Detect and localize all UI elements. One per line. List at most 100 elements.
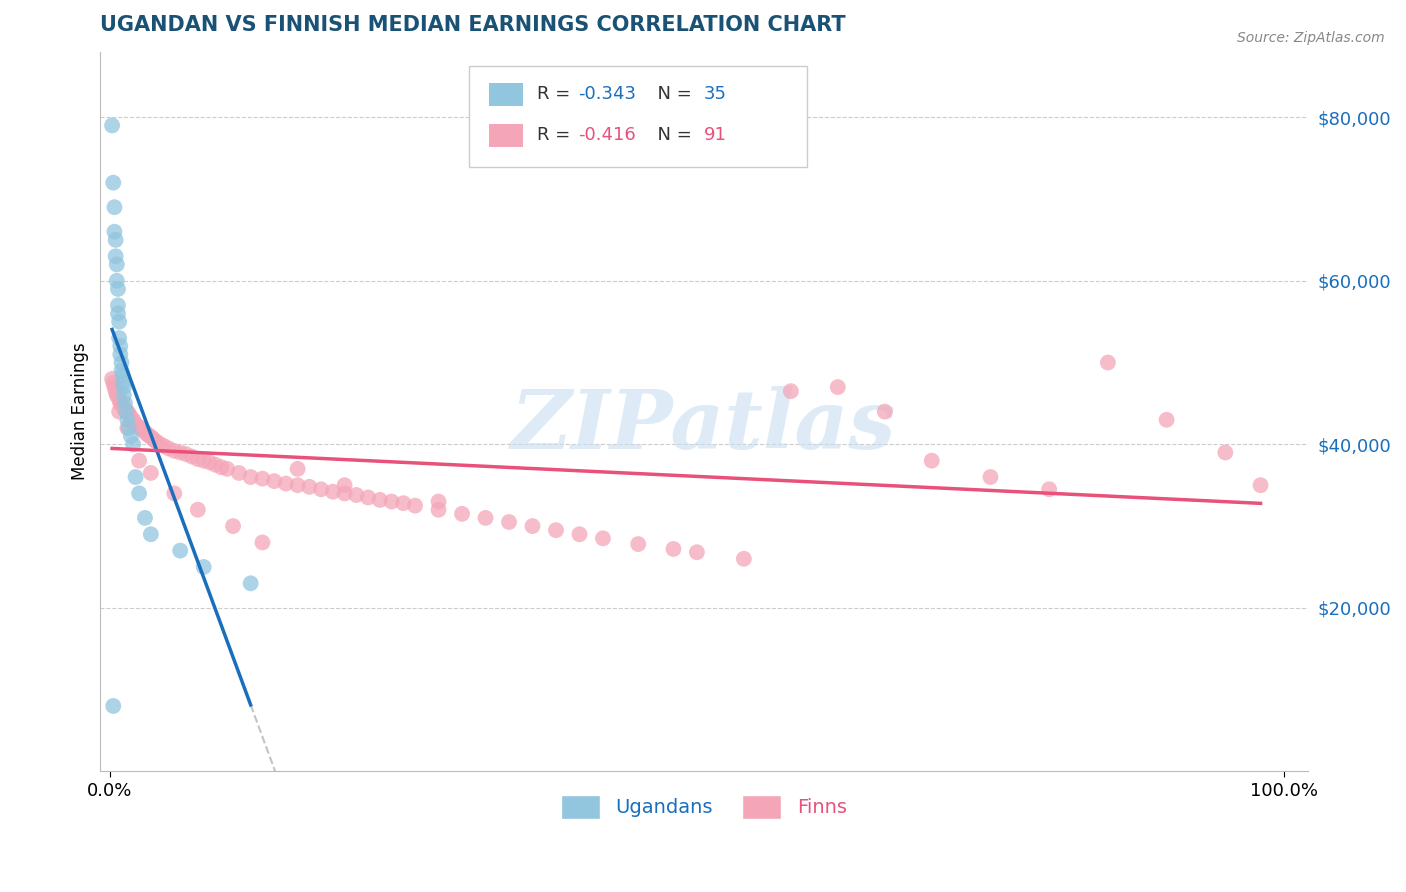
Point bbox=[333, 486, 356, 500]
Point bbox=[117, 413, 139, 427]
Point bbox=[117, 404, 139, 418]
Point bbox=[1097, 355, 1119, 369]
Point bbox=[117, 421, 139, 435]
Point bbox=[169, 543, 191, 558]
Point bbox=[121, 413, 143, 427]
Point bbox=[110, 396, 132, 410]
Point bbox=[627, 537, 650, 551]
Point bbox=[107, 388, 129, 402]
Point bbox=[1213, 445, 1236, 459]
Point bbox=[1038, 483, 1060, 497]
Point bbox=[112, 380, 135, 394]
Text: UGANDAN VS FINNISH MEDIAN EARNINGS CORRELATION CHART: UGANDAN VS FINNISH MEDIAN EARNINGS CORRE… bbox=[100, 15, 846, 35]
Text: -0.416: -0.416 bbox=[578, 127, 636, 145]
Point bbox=[108, 315, 131, 329]
Y-axis label: Median Earnings: Median Earnings bbox=[72, 343, 89, 481]
FancyBboxPatch shape bbox=[489, 83, 523, 106]
Point bbox=[322, 484, 344, 499]
Point bbox=[357, 491, 380, 505]
Point bbox=[228, 466, 250, 480]
Point bbox=[105, 274, 128, 288]
FancyBboxPatch shape bbox=[468, 66, 807, 167]
Point bbox=[120, 411, 142, 425]
Point bbox=[117, 406, 139, 420]
Point bbox=[979, 470, 1001, 484]
Point bbox=[239, 576, 262, 591]
Point bbox=[103, 380, 125, 394]
Point bbox=[103, 376, 125, 390]
Point bbox=[128, 453, 150, 467]
Text: ZIPatlas: ZIPatlas bbox=[512, 386, 897, 466]
Point bbox=[110, 339, 132, 353]
Point bbox=[131, 423, 153, 437]
Point bbox=[163, 486, 186, 500]
Point bbox=[141, 431, 163, 445]
Point bbox=[111, 368, 134, 382]
Point bbox=[134, 511, 156, 525]
Point bbox=[104, 249, 127, 263]
Point bbox=[662, 541, 685, 556]
Point bbox=[138, 429, 160, 443]
Point bbox=[122, 413, 145, 427]
Point bbox=[136, 427, 159, 442]
Point bbox=[115, 404, 138, 418]
Point bbox=[124, 417, 146, 431]
Point bbox=[333, 478, 356, 492]
Point bbox=[108, 331, 131, 345]
Point bbox=[921, 453, 943, 467]
Point bbox=[111, 376, 134, 390]
Point bbox=[381, 494, 404, 508]
Point bbox=[139, 527, 162, 541]
Point bbox=[114, 396, 136, 410]
Point bbox=[873, 404, 896, 418]
Point bbox=[392, 496, 415, 510]
Point bbox=[108, 404, 131, 418]
Point bbox=[193, 560, 215, 574]
Point bbox=[344, 488, 367, 502]
Point bbox=[193, 453, 215, 467]
Point bbox=[101, 372, 124, 386]
Point bbox=[239, 470, 262, 484]
Point bbox=[427, 502, 450, 516]
Point bbox=[145, 434, 167, 449]
Point bbox=[544, 523, 567, 537]
Legend: Ugandans, Finns: Ugandans, Finns bbox=[554, 787, 855, 826]
Point bbox=[134, 425, 156, 439]
Point bbox=[779, 384, 801, 399]
Point bbox=[568, 527, 591, 541]
Point bbox=[287, 462, 309, 476]
Point bbox=[274, 476, 297, 491]
Point bbox=[187, 502, 209, 516]
Point bbox=[263, 474, 285, 488]
Point bbox=[187, 452, 209, 467]
Point bbox=[103, 698, 125, 713]
Point bbox=[128, 486, 150, 500]
Point bbox=[127, 419, 149, 434]
Point bbox=[120, 429, 142, 443]
Text: Source: ZipAtlas.com: Source: ZipAtlas.com bbox=[1237, 31, 1385, 45]
Text: -0.343: -0.343 bbox=[578, 86, 637, 103]
Point bbox=[198, 455, 221, 469]
Point bbox=[149, 437, 172, 451]
Text: N =: N = bbox=[645, 127, 697, 145]
Point bbox=[368, 492, 391, 507]
Point bbox=[143, 434, 166, 448]
Point bbox=[174, 447, 197, 461]
Point bbox=[110, 396, 132, 410]
Point bbox=[111, 398, 134, 412]
Point bbox=[104, 233, 127, 247]
Point bbox=[103, 225, 125, 239]
Point bbox=[686, 545, 709, 559]
Point bbox=[1156, 413, 1178, 427]
Point bbox=[287, 478, 309, 492]
Point bbox=[112, 401, 135, 415]
Point bbox=[217, 462, 239, 476]
Point bbox=[124, 470, 146, 484]
Point bbox=[474, 511, 496, 525]
Text: R =: R = bbox=[537, 86, 576, 103]
Point bbox=[112, 388, 135, 402]
Point bbox=[104, 384, 127, 399]
Point bbox=[827, 380, 849, 394]
Point bbox=[129, 421, 152, 435]
Point bbox=[1250, 478, 1272, 492]
